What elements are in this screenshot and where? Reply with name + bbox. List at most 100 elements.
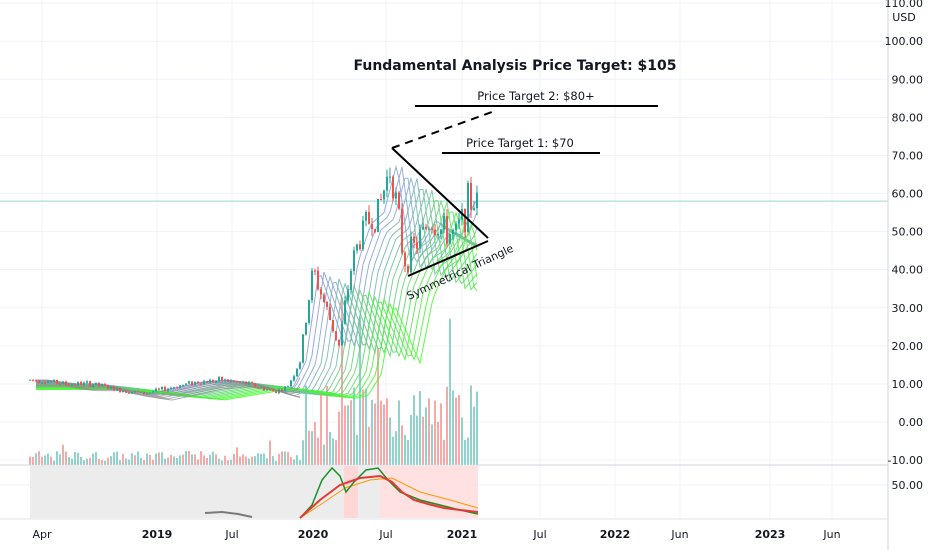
- candle-body: [179, 385, 181, 389]
- oscillator-signal-line: [299, 477, 479, 519]
- candle-body: [227, 379, 229, 382]
- volume-bar: [254, 456, 256, 465]
- currency-label: USD: [892, 11, 916, 24]
- volume-bar: [185, 451, 187, 465]
- candle-body: [476, 192, 478, 209]
- candle-body: [347, 289, 349, 301]
- candle-body: [365, 212, 367, 221]
- candle-body: [194, 381, 196, 386]
- candle-body: [110, 386, 112, 389]
- candle-body: [122, 390, 124, 393]
- volume-bar: [284, 451, 286, 465]
- volume-bar: [425, 407, 427, 465]
- volume-bar: [440, 403, 442, 465]
- time-tick-label: Jul: [224, 528, 238, 541]
- ribbon-line-gray: [36, 386, 301, 401]
- volume-bar: [302, 440, 304, 465]
- volume-bar: [107, 457, 109, 465]
- volume-bar: [458, 394, 460, 465]
- candle-body: [254, 383, 256, 388]
- volume-bar: [143, 459, 145, 465]
- candle-body: [71, 384, 73, 386]
- volume-bar: [179, 455, 181, 465]
- volume-bar: [260, 453, 262, 465]
- volume-bar: [74, 452, 76, 465]
- candle-body: [218, 376, 220, 381]
- price-tick-label: 50.00: [892, 226, 924, 239]
- candle-body: [353, 250, 355, 271]
- volume-bar: [95, 452, 97, 465]
- volume-bar: [404, 435, 406, 465]
- volume-bar: [146, 453, 148, 465]
- candle-body: [32, 379, 34, 381]
- price-target-2-label: Price Target 2: $80+: [477, 89, 594, 103]
- volume-bar: [311, 431, 313, 465]
- volume-bar: [245, 456, 247, 465]
- time-tick-label: Apr: [32, 528, 52, 541]
- candle-body: [41, 382, 43, 384]
- candle-body: [95, 382, 97, 385]
- volume-bar: [221, 460, 223, 465]
- candle-body: [356, 244, 358, 251]
- projection-dashed-line: [391, 111, 493, 149]
- price-tick-label: 30.00: [892, 302, 924, 315]
- volume-bar: [464, 439, 466, 465]
- volume-bar: [287, 452, 289, 465]
- candle-body: [380, 199, 382, 201]
- candle-body: [242, 381, 244, 383]
- volume-bar: [446, 386, 448, 465]
- volume-bar: [470, 385, 472, 465]
- annotations: Fundamental Analysis Price Target: $105 …: [353, 58, 676, 303]
- volume-bar: [62, 444, 64, 465]
- volume-bar: [398, 400, 400, 465]
- volume-bar: [356, 435, 358, 465]
- price-tick-label: 60.00: [892, 188, 924, 201]
- oscillator-tick-label: 50.00: [892, 479, 924, 492]
- volume-bar: [350, 400, 352, 465]
- ribbon-line: [36, 177, 478, 395]
- candle-body: [326, 301, 328, 307]
- volume-bar: [212, 451, 214, 465]
- volume-bar: [344, 405, 346, 465]
- candle-body: [362, 220, 364, 249]
- volume-bar: [116, 451, 118, 465]
- candle-body: [29, 379, 31, 381]
- candle-body: [209, 379, 211, 383]
- volume-bar: [50, 456, 52, 465]
- candle-body: [248, 382, 250, 385]
- volume-bar: [242, 454, 244, 465]
- ribbon-line: [36, 178, 478, 396]
- volume-bar: [167, 457, 169, 465]
- candle-body: [368, 212, 370, 224]
- candle-body: [320, 289, 322, 295]
- volume-bar: [347, 405, 349, 465]
- candle-body: [389, 176, 391, 178]
- candle-body: [431, 228, 433, 230]
- volume-bar: [308, 430, 310, 465]
- candle-body: [293, 376, 295, 381]
- triangle-upper-line: [391, 147, 489, 239]
- candle-body: [134, 391, 136, 393]
- price-tick-label: 100.00: [885, 35, 924, 48]
- candle-body: [44, 382, 46, 384]
- candle-body: [206, 381, 208, 383]
- volume-bar: [323, 444, 325, 465]
- candle-body: [86, 381, 88, 383]
- candle-body: [53, 379, 55, 382]
- candle-body: [311, 270, 313, 301]
- candle-body: [467, 182, 469, 233]
- candle-body: [191, 381, 193, 386]
- volume-bar: [137, 451, 139, 465]
- candle-body: [338, 339, 340, 346]
- candle-body: [236, 381, 238, 383]
- volume-bar: [443, 439, 445, 465]
- volume-bar: [122, 453, 124, 465]
- volume-bar: [461, 417, 463, 465]
- candle-body: [161, 387, 163, 390]
- volume-bar: [191, 454, 193, 465]
- volume-bar: [296, 455, 298, 465]
- volume-bar: [215, 454, 217, 465]
- candlestick-series: [29, 167, 478, 396]
